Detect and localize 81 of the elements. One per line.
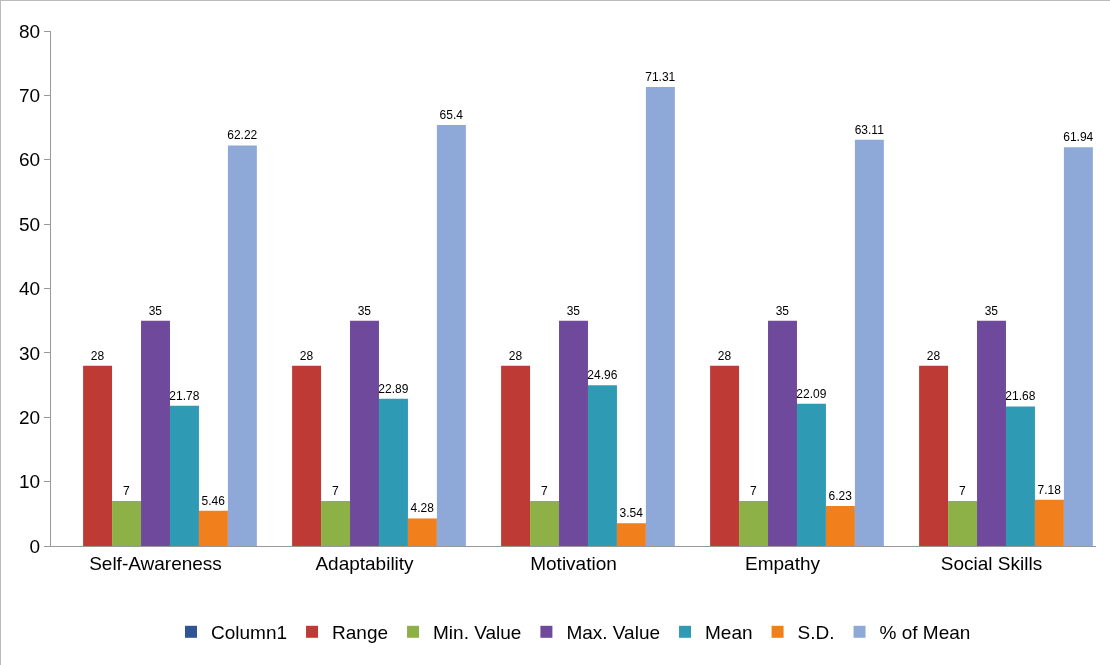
legend-label: Max. Value: [566, 622, 661, 644]
bar: [587, 385, 617, 546]
bar: [227, 145, 257, 546]
bar: [169, 405, 199, 546]
y-tick-label: 20: [19, 406, 41, 428]
data-label: 6.23: [828, 488, 853, 503]
data-label: 21.78: [169, 388, 200, 403]
data-label: 65.4: [439, 107, 464, 122]
data-label: 28: [926, 348, 941, 363]
legend-label: Column1: [211, 622, 288, 644]
y-tick-label: 80: [19, 20, 41, 42]
data-label: 24.96: [587, 368, 618, 383]
bar: [948, 500, 978, 546]
data-label: 5.46: [201, 493, 226, 508]
bar: [378, 398, 408, 546]
bar: [112, 500, 142, 546]
legend-label: % of Mean: [879, 622, 971, 644]
data-label: 35: [148, 303, 163, 318]
y-tick-label: 10: [19, 471, 41, 493]
data-label: 22.09: [796, 386, 827, 401]
data-label: 35: [357, 303, 372, 318]
y-tick-label: 70: [19, 85, 41, 107]
bar: [321, 500, 351, 546]
data-label: 35: [775, 303, 790, 318]
data-label: 35: [566, 303, 581, 318]
x-tick-label: Self-Awareness: [89, 552, 222, 574]
bar: [141, 320, 170, 546]
data-label: 3.54: [619, 506, 644, 521]
legend-label: S.D.: [797, 622, 835, 644]
bar: [501, 365, 531, 546]
bar: [559, 320, 588, 546]
data-label: 28: [90, 348, 105, 363]
bar: [645, 86, 675, 546]
y-tick-label: 50: [19, 213, 41, 235]
bar: [436, 124, 466, 546]
bar: [198, 510, 228, 546]
data-label: 28: [508, 348, 523, 363]
bar: [350, 320, 379, 546]
data-label: 21.68: [1005, 389, 1036, 404]
bar: [977, 320, 1006, 546]
data-label: 35: [984, 303, 999, 318]
data-label: 28: [299, 348, 314, 363]
bar: [1063, 147, 1093, 546]
data-label: 4.28: [410, 501, 435, 516]
y-tick-label: 30: [19, 342, 41, 364]
data-label: 7: [959, 483, 967, 498]
bar: [919, 365, 949, 546]
data-label: 7: [332, 483, 340, 498]
data-label: 7: [123, 483, 131, 498]
bar: [739, 500, 769, 546]
data-label: 7: [750, 483, 758, 498]
data-label: 63.11: [854, 122, 885, 137]
data-label: 28: [717, 348, 732, 363]
legend-label: Mean: [705, 622, 753, 644]
bar: [616, 523, 646, 546]
y-tick-label: 60: [19, 149, 41, 171]
bar: [1034, 499, 1064, 546]
data-label: 71.31: [645, 69, 676, 84]
bar: [768, 320, 797, 546]
legend-label: Range: [332, 622, 389, 644]
bar: [710, 365, 740, 546]
data-label: 7.18: [1037, 482, 1062, 497]
y-tick-label: 0: [29, 535, 41, 557]
bar: [825, 505, 855, 546]
data-label: 7: [541, 483, 549, 498]
bar: [407, 518, 437, 546]
bar: [530, 500, 560, 546]
data-label: 62.22: [227, 128, 258, 143]
bar: [796, 403, 826, 546]
x-tick-label: Adaptability: [315, 552, 415, 574]
bar: [83, 365, 113, 546]
data-label: 22.89: [378, 381, 409, 396]
y-tick-label: 40: [19, 278, 41, 300]
x-tick-label: Social Skills: [940, 552, 1043, 574]
bar: [854, 139, 884, 546]
bar: [1005, 406, 1035, 546]
x-tick-label: Empathy: [745, 552, 821, 574]
legend-label: Min. Value: [433, 622, 522, 644]
x-tick-label: Motivation: [530, 552, 617, 574]
bar: [292, 365, 322, 546]
data-label: 61.94: [1063, 130, 1094, 145]
